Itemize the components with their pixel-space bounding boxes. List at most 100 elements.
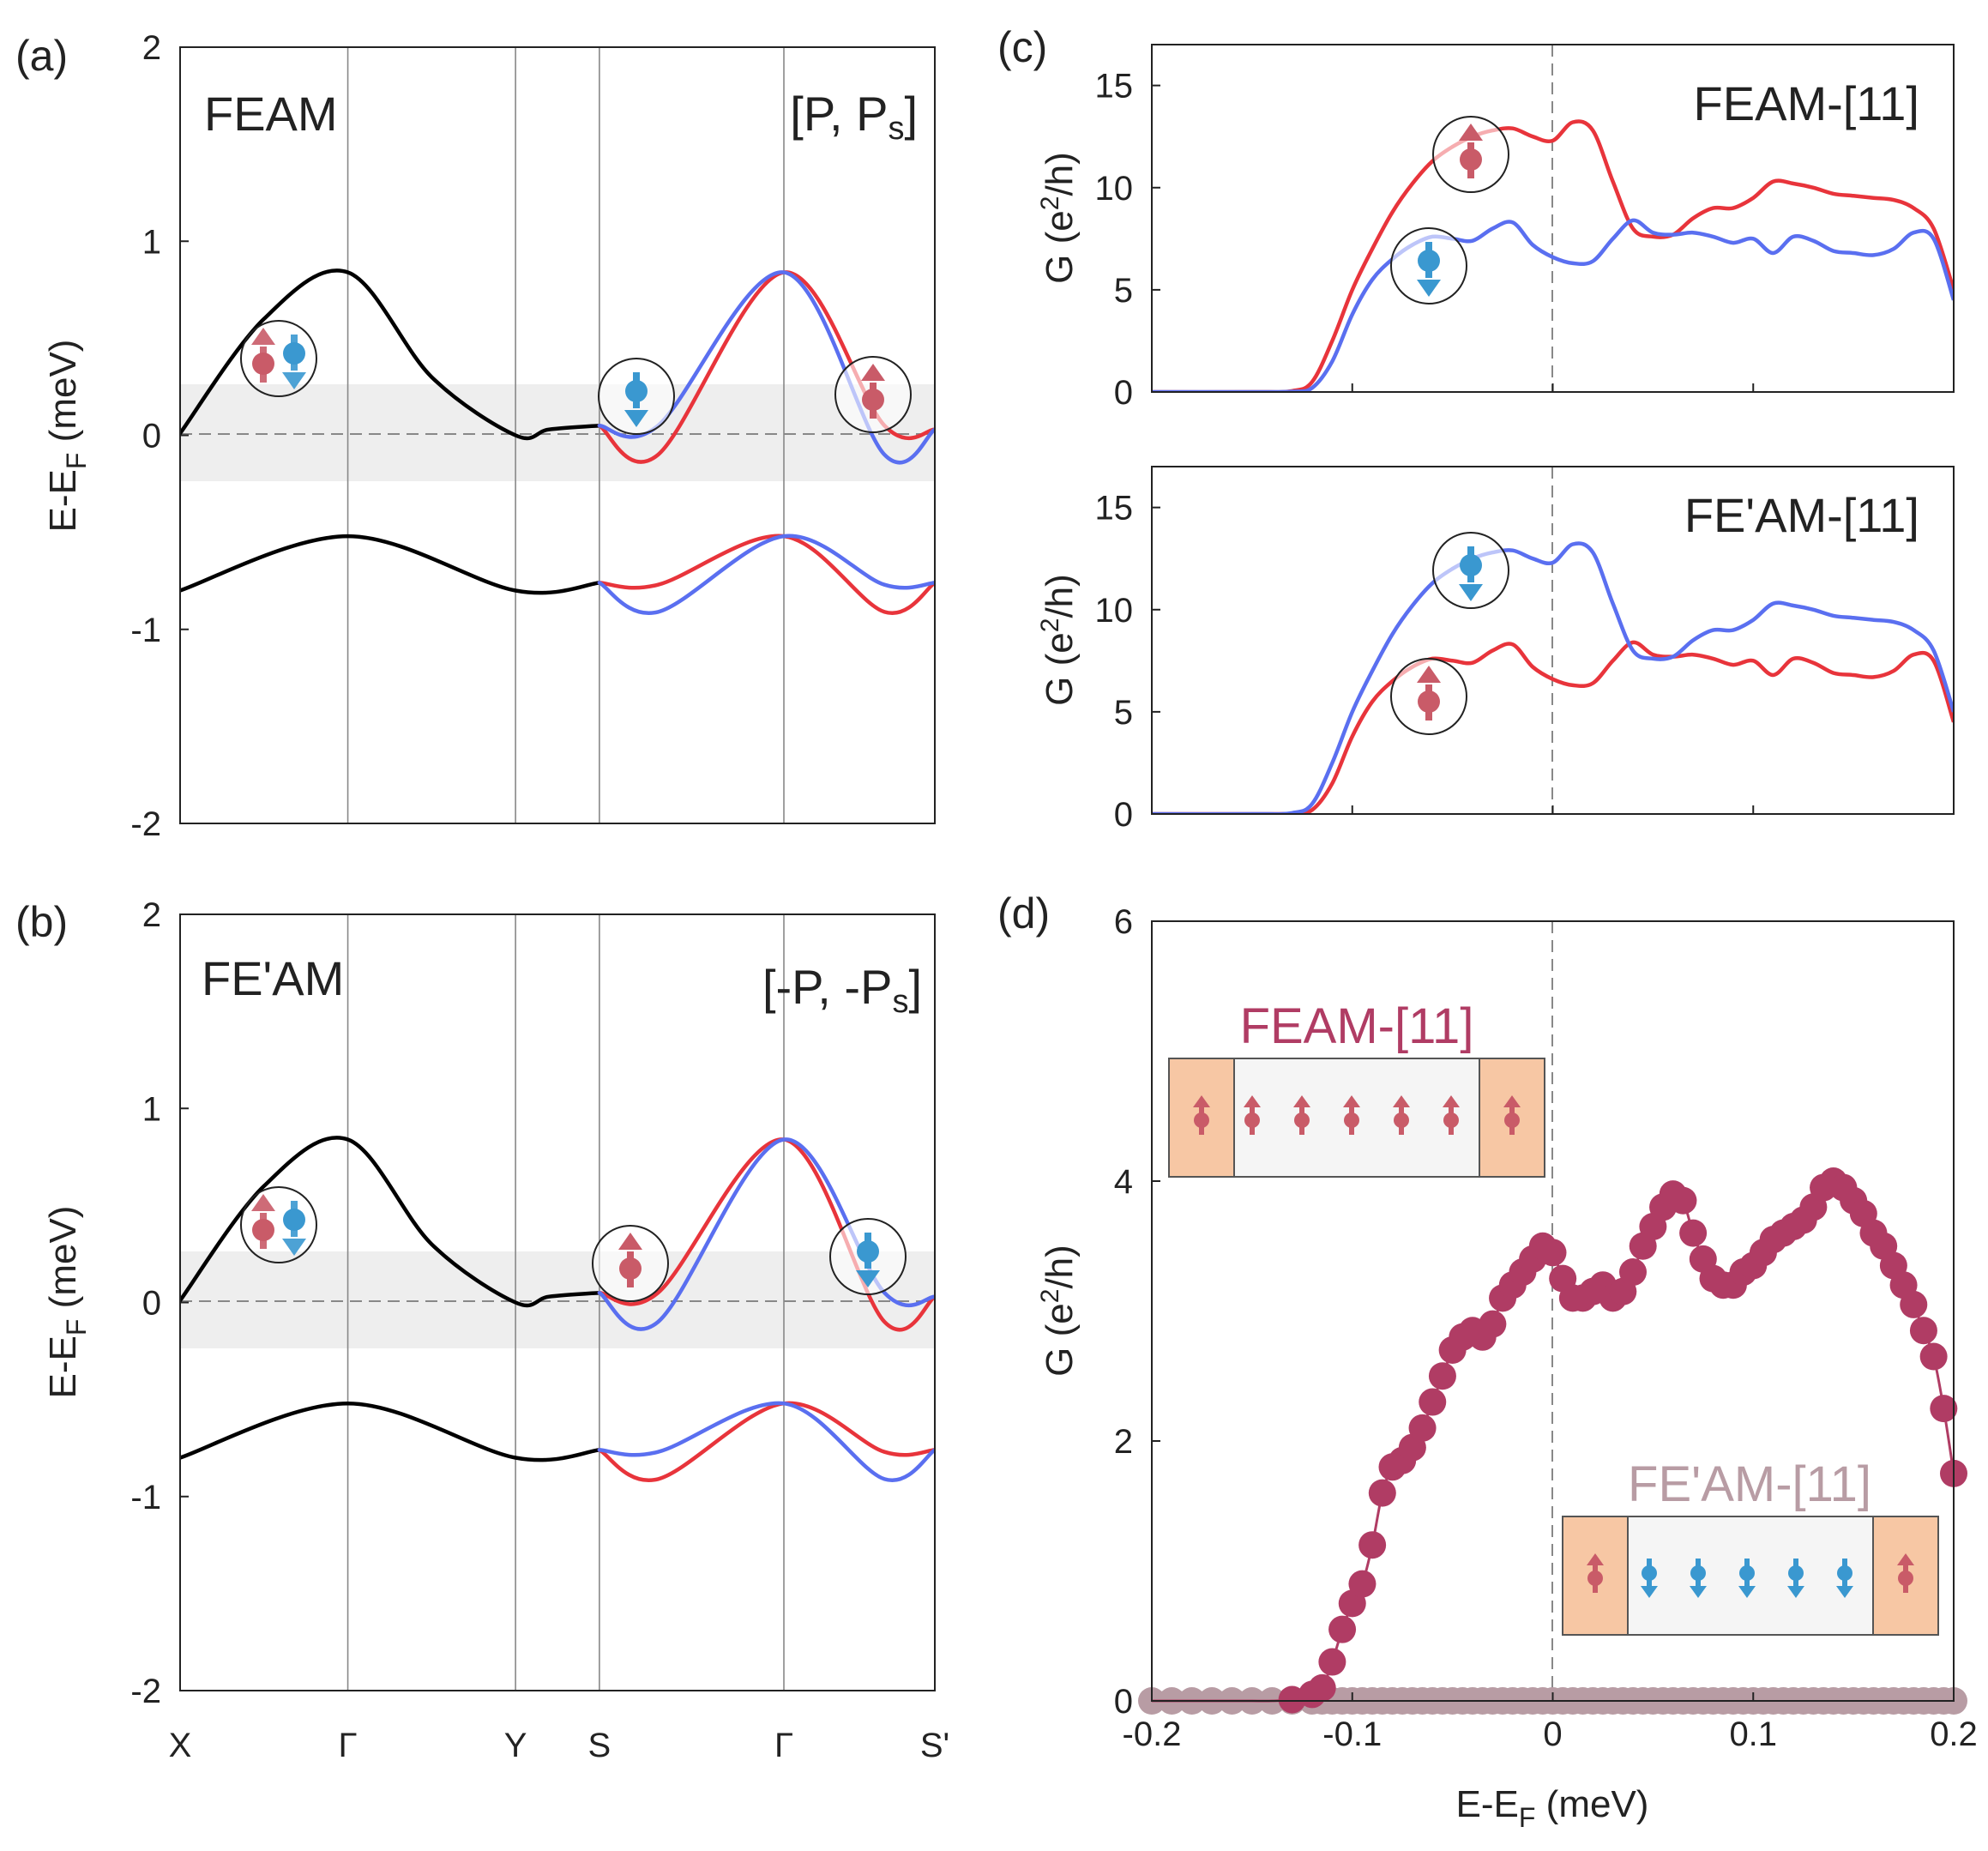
chain-spin-down-icon [1836, 1559, 1853, 1598]
spin-ball [1739, 1565, 1755, 1581]
panel-a-band-structure: 2 1 0 -1 -2 FEAM [15, 29, 936, 843]
band-line-lower-spin-down [597, 1401, 935, 1483]
data-point-feam [1930, 1395, 1958, 1423]
k-point-label: Γ [339, 1727, 358, 1764]
chain-spin-down-icon [1690, 1559, 1707, 1598]
chain-spin-down-icon [1787, 1559, 1804, 1598]
chain-spin-up-icon [1443, 1095, 1460, 1135]
conductance-line-spin-up [1152, 119, 1954, 392]
feam-device-schematic [1168, 1058, 1545, 1178]
lead-spin-up-icon [1503, 1095, 1521, 1135]
spin-arrowhead [1393, 1095, 1410, 1107]
spin-arrowhead [1443, 1095, 1460, 1107]
x-tick-label: 0.2 [1930, 1715, 1978, 1753]
band-line-lower-spin-down [597, 534, 935, 616]
panel-d-label: (d) [997, 889, 1050, 938]
spin-up-icon [251, 328, 275, 383]
panel-c-bottom-ylabel: G (e2/h) [1036, 574, 1081, 706]
spin-up-icon-circled [1390, 658, 1467, 735]
x-tick-label: -0.1 [1322, 1715, 1382, 1753]
data-point-feam [1539, 1239, 1567, 1267]
conductance-line-spin-down [1152, 218, 1954, 392]
spin-ball [1344, 1112, 1359, 1128]
data-point-feam [1358, 1531, 1387, 1559]
data-point-feam [1900, 1290, 1928, 1318]
y-tick-label: 4 [1114, 1163, 1133, 1201]
panel-c-conductance: 15 10 5 0 FEAM-[11] 15 10 5 0 [997, 23, 1955, 834]
data-point-feam [1909, 1317, 1937, 1345]
panel-b-ylabel: E-EF (meV) [42, 1206, 92, 1399]
data-point-feam [1368, 1479, 1396, 1507]
conductance-lines-bottom [1152, 541, 1954, 814]
legend-feam: FEAM-[11] [1240, 998, 1474, 1054]
band-line-band-lower-XGYS [180, 1401, 602, 1462]
spin-up-icon-circled [834, 356, 912, 433]
panel-d-xlabel: E-EF (meV) [1456, 1783, 1649, 1833]
spin-ball [1294, 1112, 1310, 1128]
fermi-window-shade [180, 384, 935, 481]
chain-spin-up-icon [1393, 1095, 1410, 1135]
spin-ball [1587, 1571, 1603, 1586]
y-tick-label: 0 [1114, 1683, 1133, 1721]
spin-ball [1642, 1565, 1657, 1581]
legend-feam-prime: FE'AM-[11] [1628, 1456, 1871, 1512]
conductance-lines-top [1152, 119, 1954, 392]
y-tick-label: 0 [142, 418, 161, 455]
kpoint-divider-lines [346, 47, 785, 823]
panel-c-bottom-title: FE'AM-[11] [1684, 488, 1919, 542]
ticks-bottom: 15 10 5 0 [1095, 490, 1755, 834]
y-tick-label: 2 [142, 896, 161, 934]
data-point-feam [1619, 1258, 1647, 1287]
y-tick-label: 1 [142, 223, 161, 261]
data-point-feam [1669, 1186, 1697, 1215]
y-ticks: 2 1 0 -1 -2 [130, 29, 189, 843]
k-point-label: Γ [774, 1727, 793, 1764]
data-point-feam [1479, 1310, 1507, 1338]
y-ticks: 2 1 0 -1 -2 [130, 896, 189, 1710]
chain-spin-up-icon [1293, 1095, 1310, 1135]
x-tick-label: 0.1 [1729, 1715, 1777, 1753]
spin-down-icon [282, 1201, 306, 1256]
k-point-label: S [588, 1727, 611, 1764]
chain-spin-down-icon [1641, 1559, 1658, 1598]
spin-ball [1898, 1571, 1913, 1586]
panel-b-label: (b) [15, 898, 68, 946]
band-line-lower-spin-up [597, 1401, 935, 1483]
band-line-upper-spin-down [597, 1137, 935, 1331]
data-point-feam [1328, 1615, 1357, 1643]
spin-arrowhead [1503, 1095, 1521, 1107]
spin-arrowhead [1897, 1553, 1914, 1565]
spin-ball [1443, 1112, 1459, 1128]
band-lines [180, 1136, 935, 1483]
y-tick-label: 1 [142, 1090, 161, 1128]
panel-c-top-ylabel: G (e2/h) [1036, 152, 1081, 284]
data-point-feam [1919, 1342, 1948, 1371]
spin-arrowhead [1193, 1095, 1210, 1107]
spin-up-icon-circled [1432, 116, 1509, 193]
spin-arrowhead [1293, 1095, 1310, 1107]
data-point-feam [1679, 1219, 1708, 1247]
spin-down-icon [282, 335, 306, 389]
spin-arrowhead [1787, 1586, 1804, 1598]
panel-a-note: [P, Ps] [790, 87, 918, 147]
data-point-feam [1308, 1673, 1336, 1702]
spin-down-icon-circled [1432, 532, 1509, 609]
x-tick-label: -0.2 [1123, 1715, 1182, 1753]
spin-ball [1690, 1565, 1706, 1581]
y-tick-label: 5 [1114, 694, 1133, 732]
data-point-feam [1419, 1388, 1447, 1416]
y-tick-label: 6 [1114, 903, 1133, 941]
lead-spin-up-icon [1897, 1553, 1914, 1593]
chain-spin-up-icon [1244, 1095, 1261, 1135]
chain-spin-down-icon [1738, 1559, 1756, 1598]
y-tick-label: -2 [130, 1673, 161, 1710]
data-point-feam [1348, 1570, 1377, 1598]
feam-prime-device-schematic [1562, 1516, 1939, 1636]
panel-b-band-structure: 2 1 0 -1 -2 X Γ Y S Γ S' [15, 896, 949, 1764]
data-point-feam [1428, 1362, 1456, 1390]
y-tick-label: 10 [1095, 170, 1134, 208]
panel-a-ylabel: E-EF (meV) [42, 340, 92, 533]
band-line-lower-spin-up [597, 534, 935, 616]
